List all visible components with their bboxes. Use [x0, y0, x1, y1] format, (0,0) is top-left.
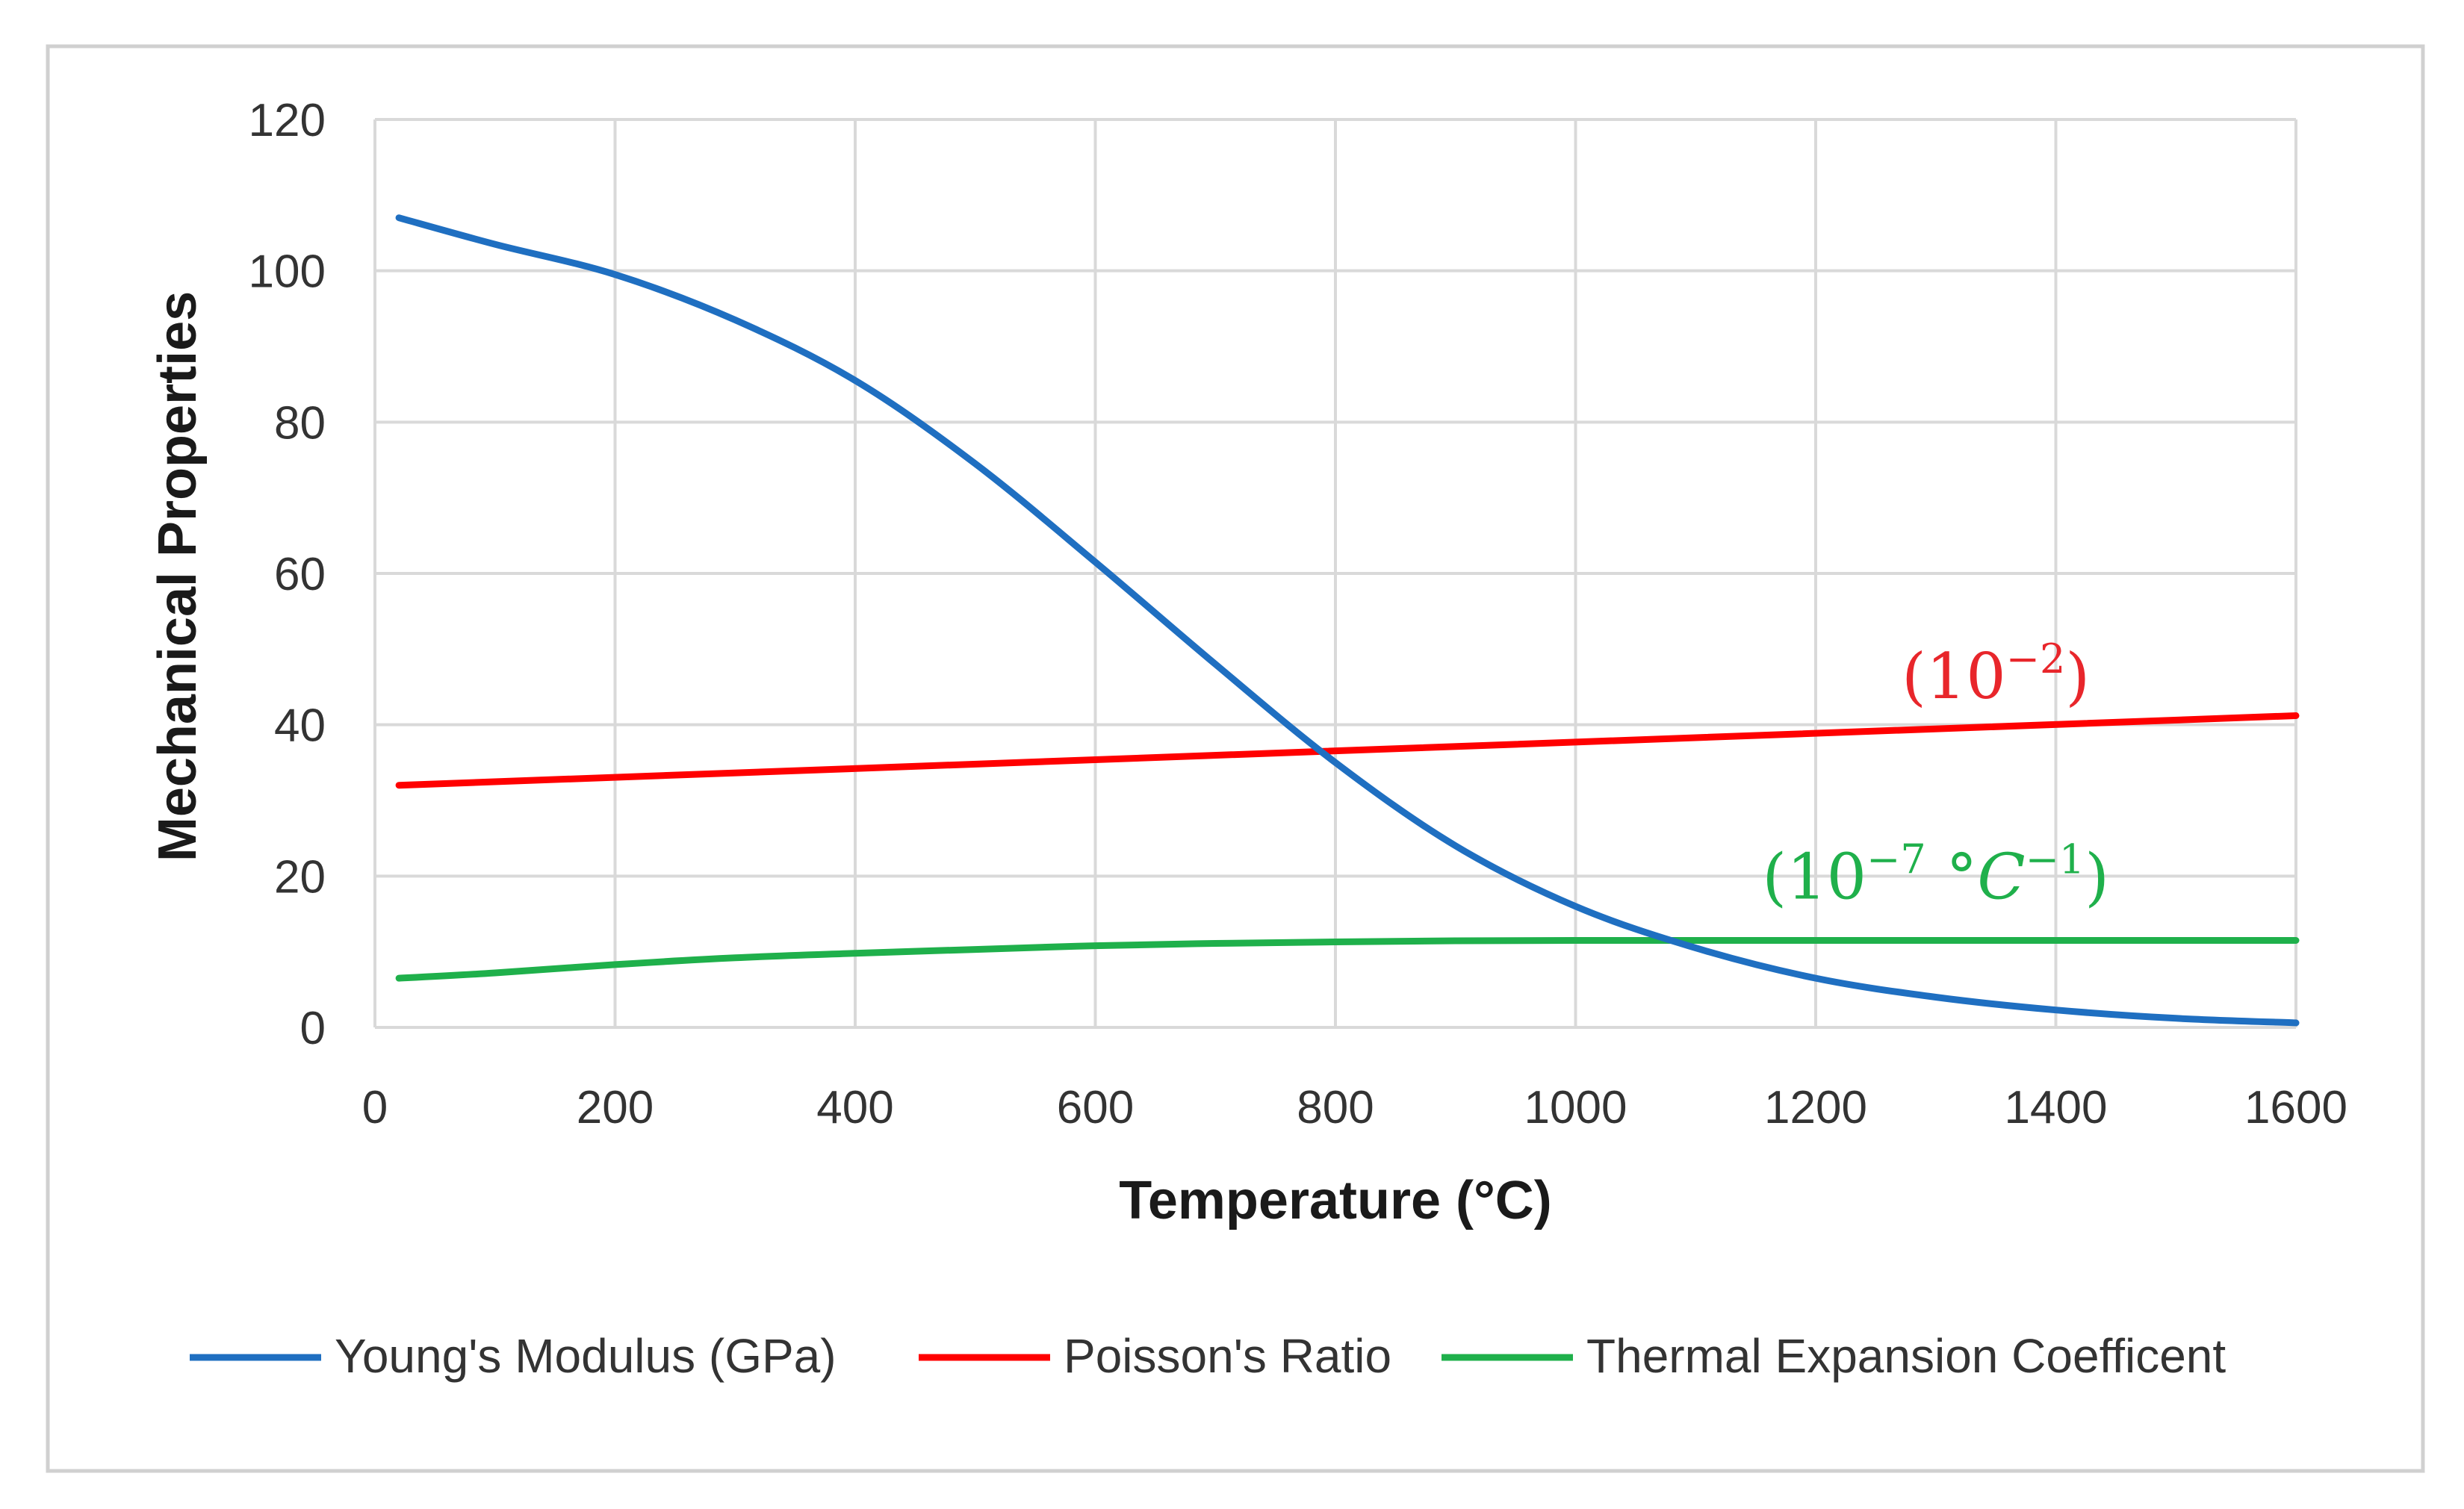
- x-tick-label: 1600: [2244, 1082, 2347, 1133]
- annotation-part: ): [2065, 640, 2090, 713]
- legend-item: Thermal Expansion Coefficent: [1442, 1329, 2226, 1383]
- axes: [373, 119, 2296, 1029]
- x-tick-label: 1200: [1764, 1082, 1867, 1133]
- legend-item: Poisson's Ratio: [919, 1329, 1391, 1383]
- y-tick-label: 40: [274, 700, 326, 752]
- y-tick-label: 0: [300, 1003, 326, 1054]
- annotation-part: C: [1977, 841, 2025, 914]
- y-tick-label: 60: [274, 549, 326, 600]
- tick-labels: 0 200 400 600 800 1000 1200 1400 1600 0 20 40 60 80 10…: [249, 95, 2347, 1133]
- legend: Young's Modulus (GPa) Poisson's Ratio Ther…: [190, 1329, 2226, 1383]
- annotation-part: °: [1926, 841, 1978, 914]
- legend-label: Thermal Expansion Coefficent: [1586, 1329, 2226, 1383]
- x-tick-label: 1000: [1524, 1082, 1627, 1133]
- series-line-young-s-modulus-gpa: [395, 214, 2300, 1027]
- x-tick-label: 800: [1297, 1082, 1374, 1133]
- legend-label: Young's Modulus (GPa): [335, 1329, 837, 1383]
- x-tick-label: 0: [362, 1082, 388, 1133]
- annotation-part: −2: [2006, 635, 2066, 682]
- annotation-part: ): [2085, 841, 2109, 914]
- y-tick-label: 120: [249, 95, 326, 146]
- y-axis-title: Mechanical Properties: [148, 291, 208, 862]
- annotation-part: (10: [1762, 841, 1866, 914]
- legend-item: Young's Modulus (GPa): [190, 1329, 837, 1383]
- y-tick-label: 100: [249, 246, 326, 298]
- annotations: (10−2)(10−7 °C−1): [1762, 635, 2109, 914]
- x-tick-label: 600: [1057, 1082, 1134, 1133]
- legend-label: Poisson's Ratio: [1064, 1329, 1391, 1383]
- x-tick-label: 400: [816, 1082, 893, 1133]
- y-tick-label: 80: [274, 397, 326, 449]
- x-axis-title: Temperature (°C): [1119, 1171, 1552, 1230]
- annotation-part: (10: [1902, 640, 2006, 713]
- annotation-part: −1: [2026, 836, 2085, 883]
- chart-border: [46, 44, 2425, 1473]
- series-lines: [395, 214, 2300, 1027]
- x-tick-label: 200: [577, 1082, 654, 1133]
- unit-annotation: (10−2): [1902, 635, 2090, 713]
- series-line-poisson-s-ratio: [395, 712, 2300, 789]
- x-tick-label: 1400: [2005, 1082, 2108, 1133]
- annotation-part: −7: [1866, 836, 1926, 883]
- series-line-thermal-expansion-coefficent: [395, 936, 2300, 982]
- unit-annotation: (10−7 °C−1): [1762, 836, 2109, 914]
- y-tick-label: 20: [274, 851, 326, 903]
